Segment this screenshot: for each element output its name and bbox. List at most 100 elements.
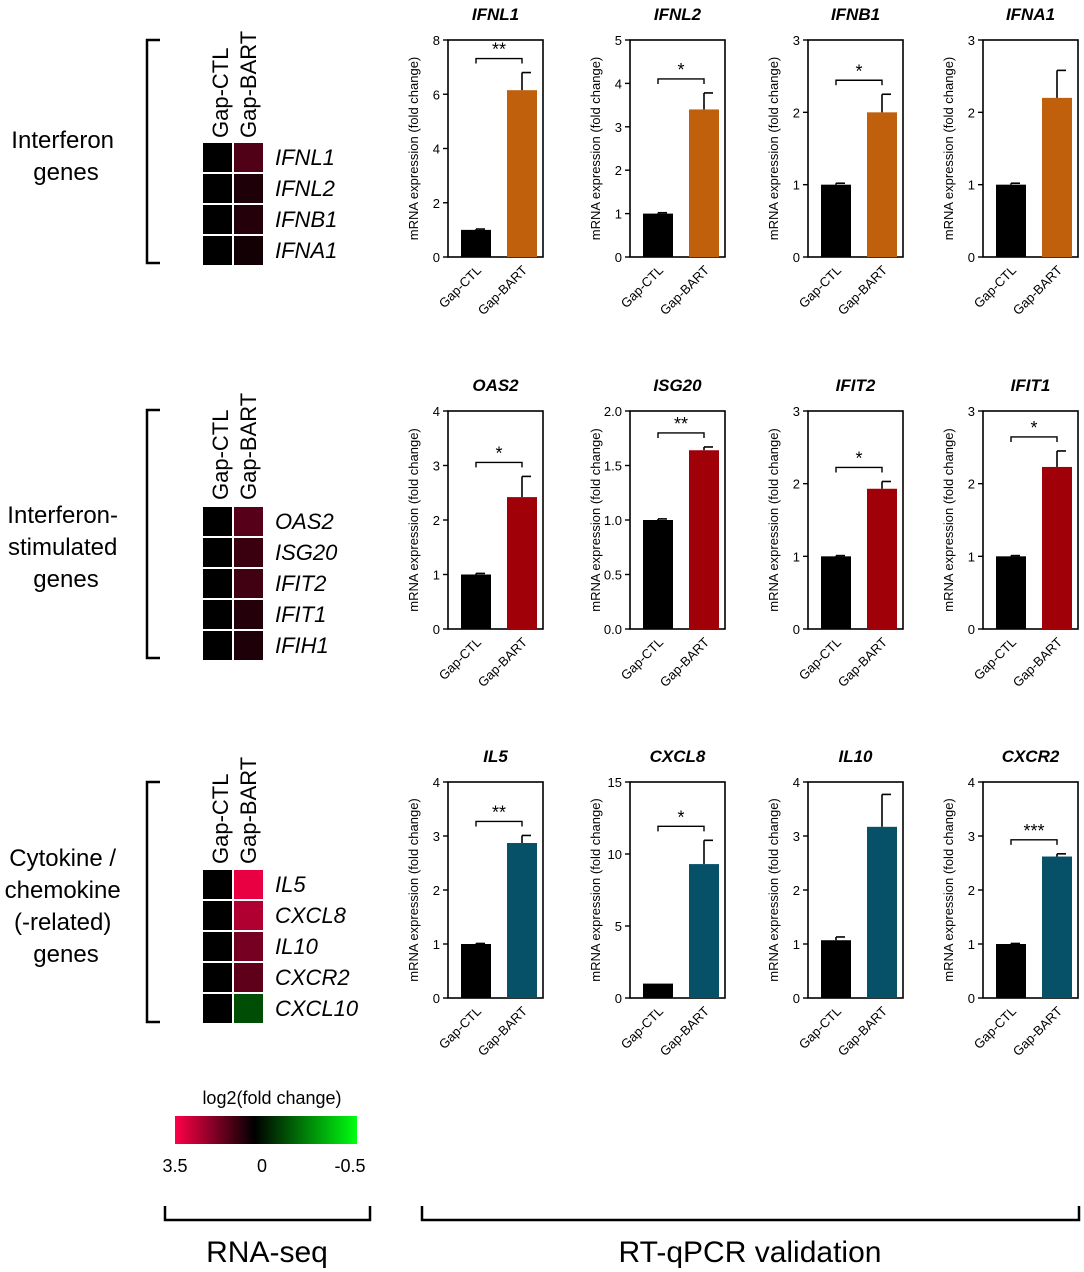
heatmap-gene-label: IFNL2 <box>275 176 335 201</box>
bar-gap-bart <box>689 450 719 629</box>
x-tick-label: Gap-BART <box>835 1003 890 1058</box>
bar-gap-bart <box>507 497 537 629</box>
y-tick-label: 0 <box>615 250 622 265</box>
bar-gap-bart <box>689 864 719 998</box>
y-tick-label: 0.0 <box>604 622 622 637</box>
bar-charts: IFNL1 0 2 4 6 8 mRNA expression (fold change) G… <box>406 5 1079 1059</box>
heatmap-cell <box>203 631 232 660</box>
x-tick-label: Gap-CTL <box>971 263 1019 311</box>
heatmap-cell <box>203 569 232 598</box>
heatmap-gene-label: CXCL8 <box>275 903 347 928</box>
heatmaps: IFNL1 IFNL2 IFNB1 IFNA1 OAS2 ISG20 IFIT2 IFIT1 I… <box>203 143 359 1023</box>
y-tick-label: 2 <box>793 105 800 120</box>
bar-gap-ctl <box>461 944 491 998</box>
bar-gap-bart <box>1042 97 1072 257</box>
x-tick-label: Gap-BART <box>475 634 530 689</box>
y-tick-label: 3 <box>968 33 975 48</box>
heatmap-gene-label: IFIT1 <box>275 602 326 627</box>
bar-gap-bart <box>1042 856 1072 998</box>
y-axis-label: mRNA expression (fold change) <box>941 798 956 982</box>
group-bracket-interferon <box>145 38 160 265</box>
y-tick-label: 2 <box>433 883 440 898</box>
x-tick-label: Gap-CTL <box>618 263 666 311</box>
colorbar-tick-min: -0.5 <box>334 1156 365 1176</box>
heatmap-cell <box>203 901 232 930</box>
heatmap-gene-label: IFIT2 <box>275 571 326 596</box>
bar-gap-ctl <box>996 184 1026 257</box>
heatmap-col-header-bart: Gap-BART <box>236 393 261 500</box>
y-axis-label: mRNA expression (fold change) <box>766 428 781 612</box>
y-tick-label: 1 <box>793 549 800 564</box>
bar-chart-ifnl1: IFNL1 0 2 4 6 8 mRNA expression (fold change) G… <box>406 5 544 318</box>
y-tick-label: 1 <box>433 937 440 952</box>
y-tick-label: 3 <box>793 33 800 48</box>
x-tick-label: Gap-BART <box>475 1003 530 1058</box>
colorbar <box>175 1116 357 1144</box>
significance-bracket <box>475 820 523 827</box>
y-tick-label: 5 <box>615 919 622 934</box>
heatmap-cell <box>234 507 263 536</box>
x-tick-label: Gap-BART <box>1010 634 1065 689</box>
y-tick-label: 4 <box>615 76 622 91</box>
heatmap-col-header-ctl: Gap-CTL <box>208 48 233 138</box>
bar-gap-bart <box>689 109 719 257</box>
x-tick-label: Gap-CTL <box>436 635 484 683</box>
chart-title: CXCL8 <box>650 747 706 766</box>
y-tick-label: 0 <box>433 991 440 1006</box>
group-label-interferon: Interferon genes <box>11 127 120 186</box>
y-tick-label: 6 <box>433 87 440 102</box>
heatmap-cell <box>234 143 263 172</box>
y-tick-label: 1 <box>968 549 975 564</box>
significance-label: * <box>855 448 862 468</box>
colorbar-tick-zero: 0 <box>257 1156 267 1176</box>
rtqpcr-bracket <box>420 1206 1081 1222</box>
y-tick-label: 0.5 <box>604 568 622 583</box>
bar-chart-il5: IL5 0 1 2 3 4 mRNA expression (fold change) Gap… <box>406 747 544 1059</box>
significance-bracket <box>475 461 523 468</box>
heatmap-cell <box>203 205 232 234</box>
group-bracket-isg <box>145 408 160 660</box>
heatmap-cell <box>234 569 263 598</box>
heatmap-cell <box>234 236 263 265</box>
y-tick-label: 10 <box>608 847 622 862</box>
y-axis-label: mRNA expression (fold change) <box>406 57 421 241</box>
bar-gap-ctl <box>821 556 851 629</box>
chart-title: IL10 <box>838 747 873 766</box>
chart-title: CXCR2 <box>1002 747 1060 766</box>
significance-label: ** <box>492 802 506 822</box>
heatmap-gene-label: ISG20 <box>275 540 338 565</box>
y-tick-label: 2 <box>968 883 975 898</box>
colorbar-tick-max: 3.5 <box>162 1156 187 1176</box>
chart-title: OAS2 <box>472 376 519 395</box>
y-axis-label: mRNA expression (fold change) <box>588 428 603 612</box>
x-tick-label: Gap-CTL <box>618 635 666 683</box>
y-tick-label: 1 <box>433 568 440 583</box>
y-axis-label: mRNA expression (fold change) <box>941 428 956 612</box>
bar-gap-bart <box>507 843 537 998</box>
heatmap-gene-label: IFNA1 <box>275 238 337 263</box>
y-axis-label: mRNA expression (fold change) <box>406 798 421 982</box>
y-tick-label: 1.5 <box>604 459 622 474</box>
y-tick-label: 4 <box>433 142 440 157</box>
rnaseq-bracket <box>163 1206 372 1222</box>
group-label-isg: Interferon- stimulated genes <box>7 502 124 593</box>
chart-title: IFNL2 <box>654 5 702 24</box>
heatmap-cell <box>234 870 263 899</box>
x-tick-label: Gap-CTL <box>796 263 844 311</box>
y-axis-label: mRNA expression (fold change) <box>941 57 956 241</box>
chart-title: IL5 <box>483 747 508 766</box>
y-tick-label: 1 <box>793 937 800 952</box>
x-tick-label: Gap-BART <box>475 262 530 317</box>
heatmap-cell <box>203 174 232 203</box>
x-tick-label: Gap-CTL <box>618 1004 666 1052</box>
bar-chart-oas2: OAS2 0 1 2 3 4 mRNA expression (fold change) Ga… <box>406 376 544 690</box>
y-tick-label: 0 <box>433 250 440 265</box>
heatmap-gene-label: IFNL1 <box>275 145 335 170</box>
y-tick-label: 3 <box>433 459 440 474</box>
y-tick-label: 2 <box>433 196 440 211</box>
significance-bracket <box>1010 839 1058 845</box>
y-tick-label: 1 <box>793 178 800 193</box>
heatmap-gene-label: IFIH1 <box>275 633 329 658</box>
significance-label: * <box>855 61 862 81</box>
heatmap-gene-label: IL10 <box>275 934 319 959</box>
